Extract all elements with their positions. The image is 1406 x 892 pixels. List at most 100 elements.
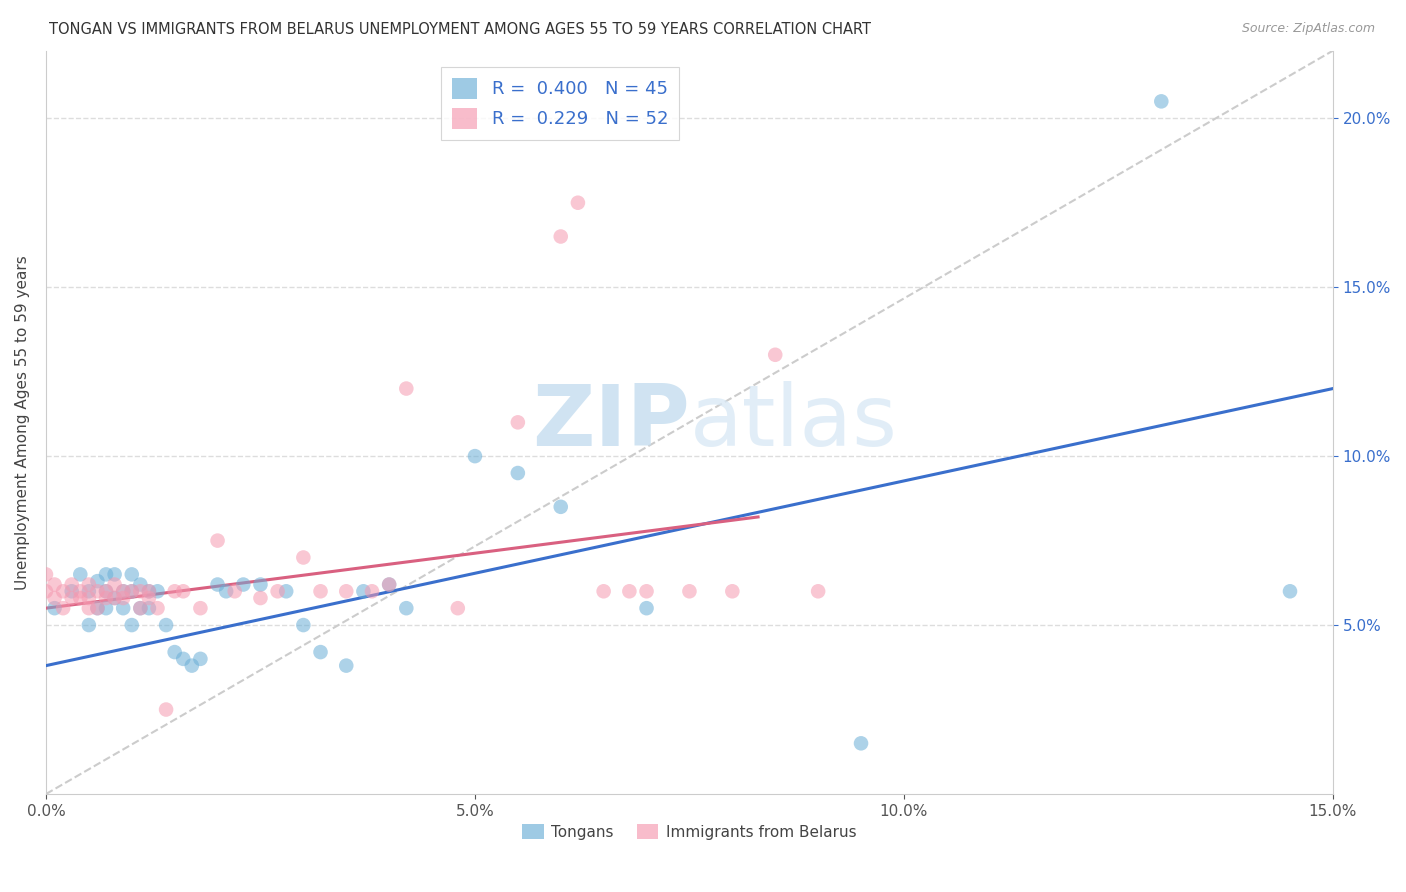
- Point: [1279, 584, 1302, 599]
- Point: [395, 601, 418, 615]
- Point: [155, 702, 177, 716]
- Point: [447, 601, 470, 615]
- Point: [335, 584, 357, 599]
- Point: [52, 584, 75, 599]
- Point: [104, 567, 127, 582]
- Point: [77, 584, 100, 599]
- Point: [77, 618, 100, 632]
- Point: [129, 601, 152, 615]
- Text: ZIP: ZIP: [531, 381, 689, 464]
- Point: [849, 736, 872, 750]
- Point: [129, 577, 152, 591]
- Point: [678, 584, 700, 599]
- Point: [112, 591, 135, 605]
- Point: [35, 584, 58, 599]
- Point: [86, 584, 108, 599]
- Point: [77, 577, 100, 591]
- Point: [44, 601, 66, 615]
- Point: [52, 601, 75, 615]
- Point: [550, 500, 572, 514]
- Point: [721, 584, 744, 599]
- Point: [86, 574, 108, 589]
- Point: [60, 584, 83, 599]
- Point: [44, 577, 66, 591]
- Point: [1150, 95, 1173, 109]
- Point: [567, 195, 589, 210]
- Point: [807, 584, 830, 599]
- Point: [121, 618, 143, 632]
- Point: [361, 584, 384, 599]
- Point: [249, 591, 271, 605]
- Point: [86, 601, 108, 615]
- Point: [636, 584, 658, 599]
- Point: [395, 382, 418, 396]
- Point: [94, 591, 117, 605]
- Point: [104, 577, 127, 591]
- Point: [155, 618, 177, 632]
- Point: [180, 658, 202, 673]
- Point: [163, 645, 186, 659]
- Point: [146, 584, 169, 599]
- Point: [276, 584, 298, 599]
- Point: [35, 567, 58, 582]
- Point: [112, 601, 135, 615]
- Legend: Tongans, Immigrants from Belarus: Tongans, Immigrants from Belarus: [516, 818, 863, 846]
- Point: [215, 584, 238, 599]
- Point: [172, 584, 194, 599]
- Point: [464, 449, 486, 463]
- Point: [77, 591, 100, 605]
- Point: [146, 601, 169, 615]
- Text: TONGAN VS IMMIGRANTS FROM BELARUS UNEMPLOYMENT AMONG AGES 55 TO 59 YEARS CORRELA: TONGAN VS IMMIGRANTS FROM BELARUS UNEMPL…: [49, 22, 872, 37]
- Point: [207, 533, 229, 548]
- Point: [138, 591, 160, 605]
- Point: [309, 584, 332, 599]
- Point: [266, 584, 288, 599]
- Text: Source: ZipAtlas.com: Source: ZipAtlas.com: [1241, 22, 1375, 36]
- Point: [190, 601, 212, 615]
- Point: [121, 567, 143, 582]
- Point: [86, 601, 108, 615]
- Point: [378, 577, 401, 591]
- Y-axis label: Unemployment Among Ages 55 to 59 years: Unemployment Among Ages 55 to 59 years: [15, 255, 30, 590]
- Point: [69, 567, 91, 582]
- Point: [138, 584, 160, 599]
- Point: [506, 466, 529, 480]
- Point: [60, 577, 83, 591]
- Point: [172, 652, 194, 666]
- Point: [129, 601, 152, 615]
- Point: [292, 618, 315, 632]
- Point: [44, 591, 66, 605]
- Point: [190, 652, 212, 666]
- Point: [636, 601, 658, 615]
- Point: [94, 584, 117, 599]
- Point: [378, 577, 401, 591]
- Point: [592, 584, 614, 599]
- Point: [129, 584, 152, 599]
- Point: [104, 591, 127, 605]
- Point: [224, 584, 246, 599]
- Point: [138, 584, 160, 599]
- Point: [112, 584, 135, 599]
- Point: [292, 550, 315, 565]
- Point: [104, 591, 127, 605]
- Point: [121, 584, 143, 599]
- Point: [550, 229, 572, 244]
- Point: [60, 591, 83, 605]
- Point: [249, 577, 271, 591]
- Point: [112, 584, 135, 599]
- Point: [94, 601, 117, 615]
- Point: [163, 584, 186, 599]
- Point: [352, 584, 374, 599]
- Point: [121, 584, 143, 599]
- Point: [335, 658, 357, 673]
- Point: [94, 567, 117, 582]
- Point: [506, 415, 529, 429]
- Point: [69, 584, 91, 599]
- Point: [232, 577, 254, 591]
- Point: [207, 577, 229, 591]
- Point: [763, 348, 786, 362]
- Point: [77, 601, 100, 615]
- Point: [309, 645, 332, 659]
- Text: atlas: atlas: [689, 381, 897, 464]
- Point: [94, 584, 117, 599]
